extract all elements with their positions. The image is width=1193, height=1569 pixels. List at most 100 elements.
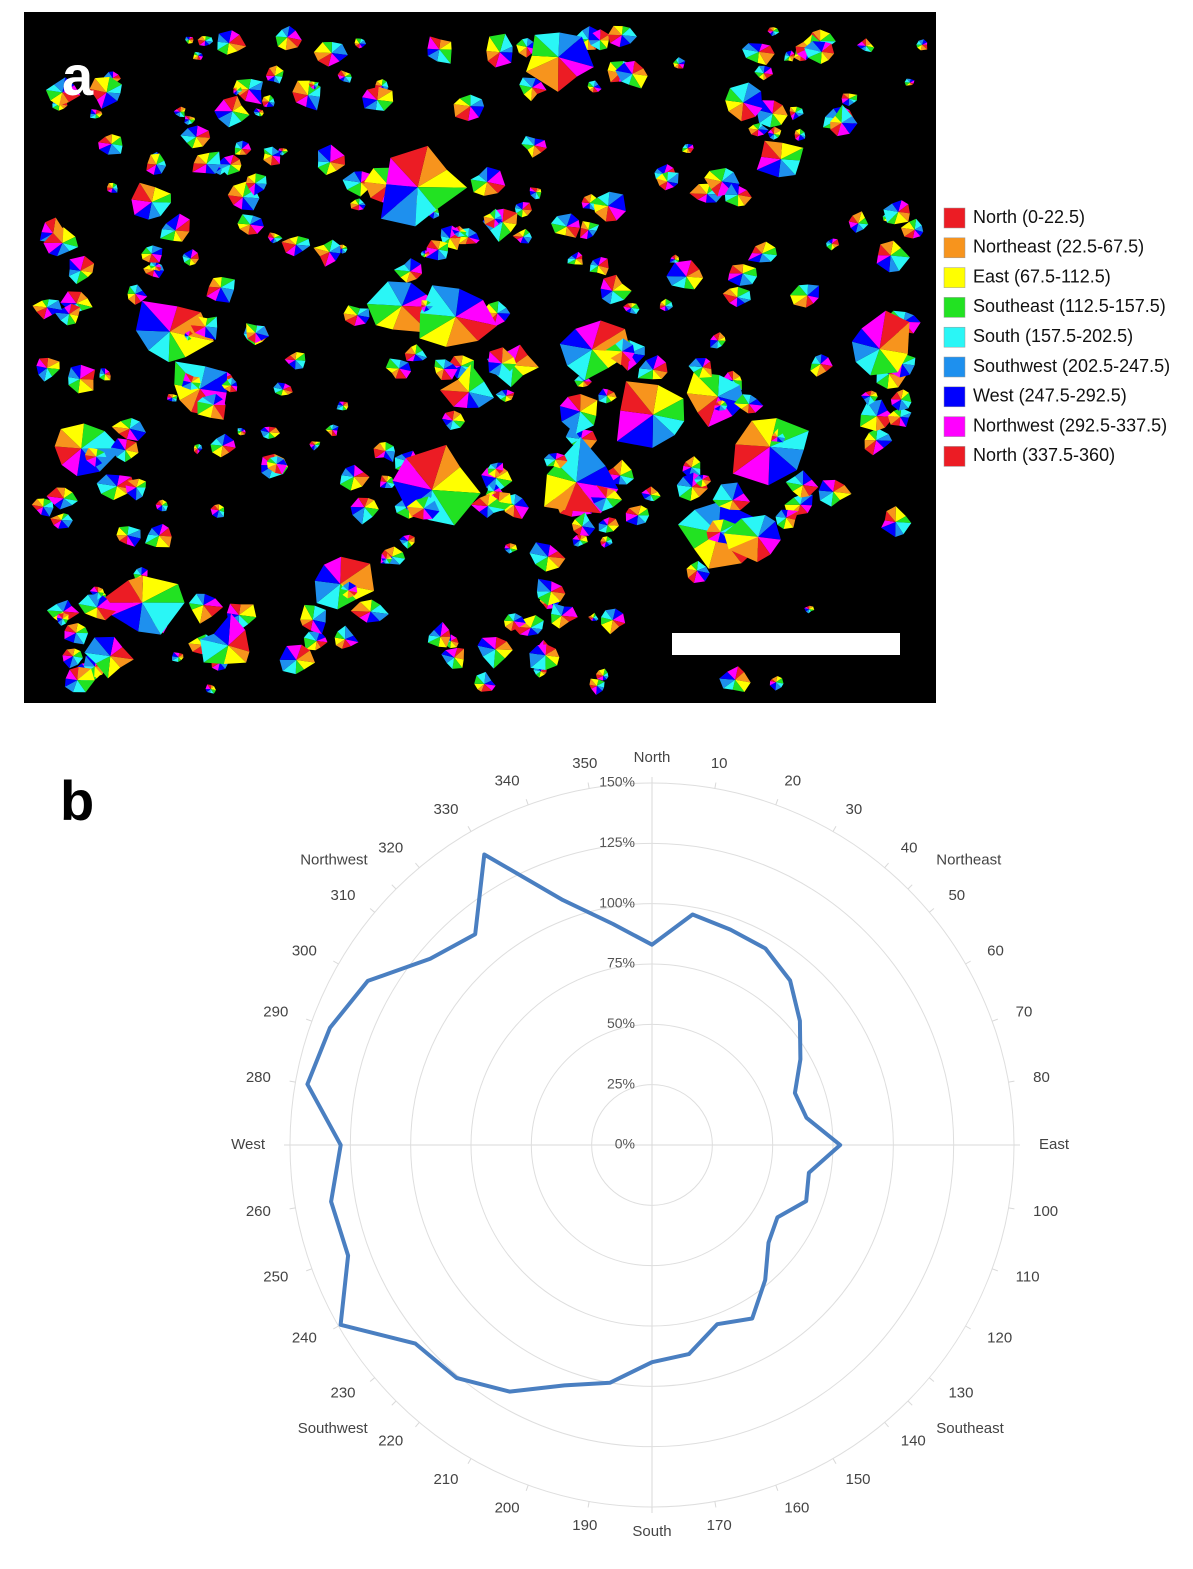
particle-facet	[545, 644, 556, 656]
particle-facet	[843, 93, 849, 99]
particle-facet	[196, 593, 205, 606]
particle-facet	[588, 33, 600, 41]
particle-facet	[452, 657, 463, 669]
particle-facet	[425, 251, 430, 254]
particle-facet	[54, 428, 82, 449]
particle-facet	[842, 98, 849, 107]
particle-facet	[129, 284, 138, 294]
particle-facet	[577, 540, 584, 547]
particle-facet	[777, 517, 787, 530]
particle-facet	[876, 373, 889, 389]
particle-facet	[889, 255, 900, 273]
particle-facet	[216, 433, 226, 446]
particle-facet	[47, 368, 60, 377]
particle-facet	[181, 382, 192, 390]
panel-label: a	[62, 44, 94, 107]
particle-facet	[78, 594, 98, 608]
particle-facet	[186, 136, 197, 149]
particle-facet	[800, 504, 813, 514]
particle-facet	[364, 500, 379, 510]
particle-facet	[69, 259, 81, 271]
particle-facet	[799, 134, 806, 139]
particle-facet	[590, 678, 599, 687]
particle-facet	[629, 307, 637, 315]
particle-facet	[622, 351, 635, 361]
particle-facet	[601, 610, 613, 620]
particle-facet	[488, 468, 496, 478]
particle-facet	[618, 475, 627, 485]
particle-facet	[237, 214, 251, 225]
particle-facet	[455, 299, 498, 326]
particle-facet	[452, 413, 465, 422]
angle-tick-label: 200	[495, 1500, 520, 1517]
particle-facet	[279, 148, 284, 152]
particle-facet	[52, 227, 64, 243]
particle-facet	[538, 578, 552, 592]
particle-facet	[201, 36, 206, 41]
particle-facet	[917, 44, 923, 51]
particle-facet	[867, 396, 875, 406]
particle-facet	[407, 540, 412, 549]
particle-facet	[612, 274, 623, 291]
particle-facet	[694, 475, 703, 480]
particle-facet	[75, 632, 89, 645]
particle-facet	[748, 399, 764, 406]
particle-facet	[606, 536, 612, 542]
particle-facet	[149, 253, 160, 263]
particle-facet	[59, 103, 68, 109]
particle-facet	[602, 536, 608, 542]
legend-swatch	[943, 446, 966, 467]
particle-facet	[786, 517, 796, 528]
particle-facet	[732, 444, 770, 474]
particle-facet	[826, 243, 832, 247]
particle-facet	[184, 333, 189, 337]
particle-facet	[331, 44, 348, 56]
particle-facet	[380, 184, 418, 219]
particle-facet	[468, 228, 477, 238]
particle-facet	[141, 569, 148, 577]
particle-facet	[865, 45, 875, 53]
particle-facet	[561, 606, 578, 618]
particle-facet	[364, 181, 389, 198]
particle-facet	[488, 484, 496, 491]
particle-facet	[331, 53, 348, 62]
particle-facet	[441, 368, 453, 380]
particle-facet	[571, 251, 579, 260]
particle-facet	[900, 221, 915, 230]
particle-facet	[546, 463, 577, 483]
particle-facet	[481, 475, 496, 488]
particle-facet	[742, 268, 758, 277]
particle-facet	[433, 211, 440, 219]
particle-facet	[612, 613, 626, 624]
particle-facet	[60, 423, 84, 449]
particle-facet	[686, 276, 704, 290]
particle-facet	[709, 168, 726, 182]
particle-facet	[727, 370, 733, 381]
particle-facet	[551, 615, 562, 629]
particle-facet	[203, 645, 229, 665]
particle-facet	[146, 245, 153, 254]
particle-facet	[353, 472, 370, 477]
particle-facet	[226, 603, 240, 615]
angle-tick	[1008, 1080, 1015, 1083]
particle-facet	[704, 177, 722, 190]
particle-facet	[354, 38, 360, 44]
particle-facet	[762, 253, 777, 262]
particle-facet	[476, 671, 486, 684]
particle-facet	[714, 405, 721, 409]
particle-facet	[724, 183, 739, 195]
particle-facet	[608, 191, 624, 207]
particle-facet	[512, 236, 524, 240]
particle-facet	[364, 497, 375, 508]
particle-facet	[754, 65, 764, 74]
particle-facet	[76, 270, 88, 285]
particle-facet	[770, 678, 776, 683]
particle-facet	[596, 686, 603, 695]
particle-facet	[477, 637, 496, 650]
particle-facet	[592, 29, 601, 41]
particle-facet	[808, 606, 815, 611]
particle-facet	[274, 233, 280, 239]
particle-facet	[125, 439, 137, 451]
particle-facet	[851, 328, 880, 349]
particle-facet	[671, 254, 676, 260]
